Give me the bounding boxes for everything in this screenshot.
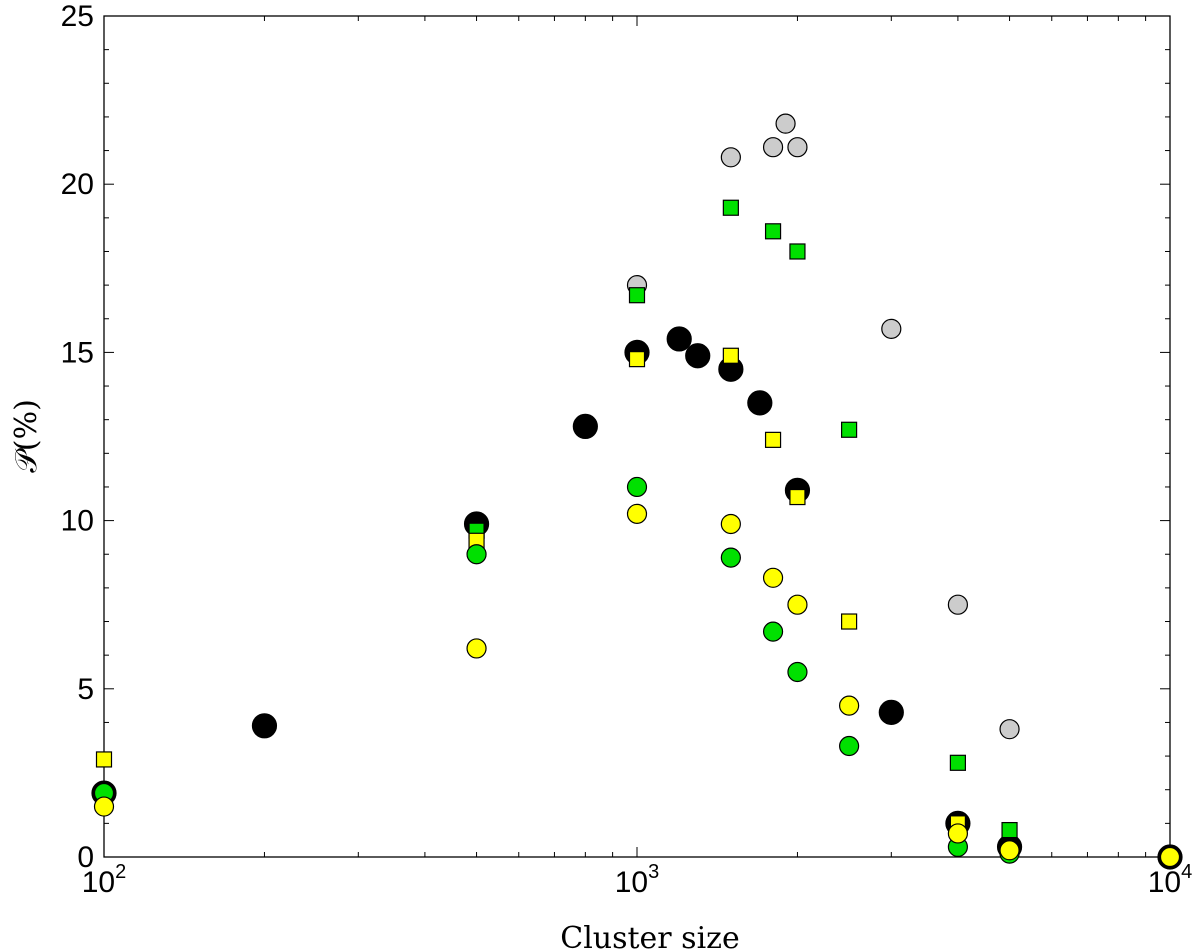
data-point — [666, 326, 692, 352]
data-point — [95, 751, 113, 768]
series-1 — [626, 113, 1020, 740]
data-point — [572, 413, 598, 440]
data-point — [628, 351, 646, 368]
data-point — [722, 347, 739, 364]
data-point — [775, 113, 796, 134]
data-point — [764, 431, 782, 448]
data-point — [1001, 821, 1018, 839]
y-tick-label: 20 — [61, 168, 94, 201]
series-4 — [93, 476, 1020, 864]
y-tick-label: 25 — [61, 0, 94, 33]
data-point — [626, 503, 648, 524]
data-point — [787, 594, 808, 615]
data-point — [839, 695, 860, 716]
data-point — [720, 547, 741, 568]
y-tick-label: 15 — [61, 336, 94, 369]
tick-labels: 0 5 10 15 20 25 102 103 104 — [61, 0, 1193, 899]
data-point — [881, 318, 902, 339]
y-tick-label: 10 — [61, 505, 94, 538]
data-point — [747, 390, 773, 416]
data-point — [764, 223, 782, 240]
data-point — [762, 621, 784, 642]
data-point — [762, 137, 784, 158]
series-0 — [91, 326, 1183, 870]
y-tick-label: 5 — [77, 673, 94, 706]
data-point — [839, 735, 860, 757]
series-3 — [95, 347, 1179, 866]
data-point — [626, 476, 648, 498]
y-axis-title: 𝒫(%) — [9, 399, 44, 473]
data-point — [787, 137, 808, 158]
data-point — [947, 823, 968, 844]
data-point — [466, 544, 487, 565]
data-point — [251, 713, 278, 739]
data-point — [999, 840, 1020, 861]
data-point — [720, 513, 741, 535]
data-point — [841, 421, 858, 438]
data-point — [947, 594, 968, 615]
x-tick-label: 102 — [82, 861, 127, 899]
data-point — [762, 567, 784, 588]
series-5 — [93, 503, 1181, 868]
y-tick-label: 0 — [77, 841, 94, 874]
series-2 — [95, 199, 1179, 866]
data-point — [789, 488, 806, 506]
data-point — [841, 613, 858, 630]
data-point — [685, 343, 711, 369]
data-point — [949, 754, 966, 771]
data-point — [787, 661, 808, 683]
x-axis-title: Cluster size — [560, 921, 740, 952]
x-tick-label: 104 — [1148, 861, 1193, 899]
data-point — [466, 638, 487, 659]
data-point — [93, 796, 115, 817]
data-point — [999, 719, 1020, 740]
data-point — [789, 243, 806, 260]
x-tick-label: 103 — [615, 861, 660, 899]
data-point — [1159, 846, 1181, 868]
data-point — [628, 287, 646, 304]
data-point — [878, 699, 904, 725]
data-points — [91, 113, 1183, 870]
data-point — [722, 199, 739, 216]
data-point — [720, 147, 741, 168]
